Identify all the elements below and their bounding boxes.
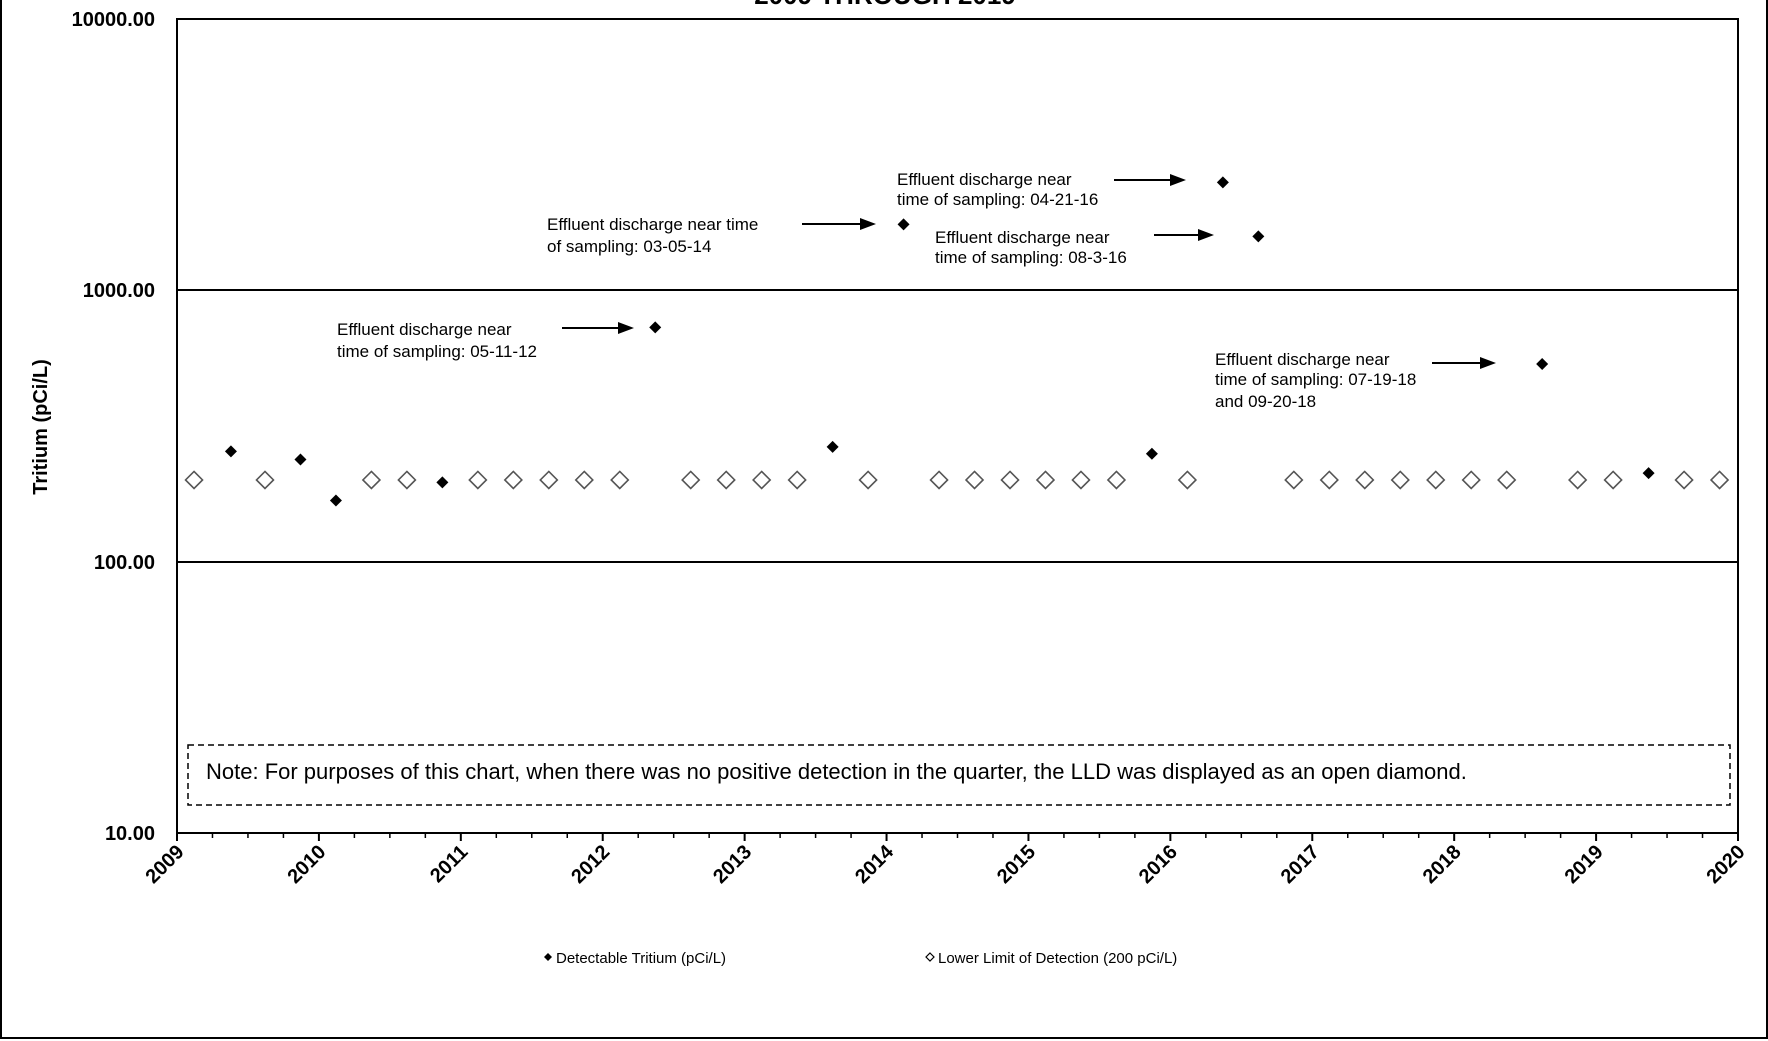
lld-point (1355, 470, 1375, 490)
x-tick-label: 2010 (283, 841, 330, 888)
legend-marker-detectable (544, 953, 552, 961)
x-tick-label: 2011 (426, 841, 472, 887)
series-detectable-tritium (224, 176, 1655, 507)
arrow-head (1198, 229, 1214, 241)
annotation-line: and 09-20-18 (1215, 392, 1316, 411)
detectable-tritium-point (1145, 447, 1158, 460)
annotation-line: time of sampling: 07-19-18 (1215, 370, 1416, 389)
detectable-tritium-point (649, 321, 662, 334)
lld-point (1106, 470, 1127, 490)
detectable-tritium-point (224, 445, 237, 458)
lld-point (184, 470, 204, 490)
annotation-2014: Effluent discharge near time of sampling… (547, 215, 876, 256)
y-tick-label: 100.00 (94, 552, 155, 574)
lld-point (1674, 470, 1694, 490)
lld-point (1284, 470, 1304, 490)
x-tick-label: 2014 (851, 840, 899, 888)
lld-point (468, 470, 488, 490)
lld-point (1035, 470, 1056, 490)
x-tick-label: 2012 (567, 841, 614, 888)
annotation-line: of sampling: 03-05-14 (547, 237, 711, 256)
y-tick-label: 1000.00 (83, 280, 155, 302)
detectable-tritium-point (294, 453, 307, 466)
chart-note: Note: For purposes of this chart, when t… (206, 759, 1467, 784)
arrow-head (1170, 174, 1186, 186)
annotation-line: Effluent discharge near (1215, 350, 1390, 369)
annotation-2016-08: Effluent discharge near time of sampling… (935, 228, 1214, 267)
y-ticks: 10000.00 1000.00 100.00 10.00 (72, 9, 155, 845)
detectable-tritium-point (1216, 176, 1229, 189)
annotation-2018: Effluent discharge near time of sampling… (1215, 350, 1496, 411)
lld-point (716, 470, 736, 490)
detectable-tritium-point (436, 476, 449, 489)
annotation-line: Effluent discharge near time (547, 215, 758, 234)
lld-point (1319, 470, 1339, 490)
lld-point (1071, 470, 1091, 490)
lld-point (539, 470, 559, 490)
legend-label-detectable: Detectable Tritium (pCi/L) (556, 950, 726, 967)
detectable-tritium-point (1642, 467, 1655, 480)
arrow-head (1480, 357, 1496, 369)
lld-point (752, 470, 772, 490)
lld-point (787, 470, 807, 490)
detectable-tritium-point (826, 440, 839, 453)
lld-point (1177, 470, 1198, 490)
lld-point (964, 470, 985, 490)
x-tick-label: 2013 (709, 841, 756, 888)
lld-point (1461, 470, 1481, 490)
lld-point (255, 470, 275, 490)
plot-area (176, 18, 1739, 834)
annotation-line: time of sampling: 08-3-16 (935, 248, 1127, 267)
x-tick-label: 2015 (993, 841, 1040, 888)
lld-point (1497, 470, 1517, 490)
annotation-line: time of sampling: 05-11-12 (337, 342, 537, 361)
legend: Detectable Tritium (pCi/L) Lower Limit o… (544, 950, 1177, 967)
lld-point (1709, 470, 1730, 490)
annotation-2016-04: Effluent discharge near time of sampling… (897, 170, 1186, 209)
legend-label-lld: Lower Limit of Detection (200 pCi/L) (938, 950, 1177, 967)
lld-point (681, 470, 701, 490)
lld-point (361, 470, 382, 490)
annotation-2012: Effluent discharge near time of sampling… (337, 320, 634, 361)
x-tick-label: 2019 (1561, 841, 1608, 888)
lld-point (929, 470, 949, 490)
x-tick-label: 2018 (1419, 841, 1466, 888)
detectable-tritium-point (897, 218, 910, 231)
annotation-line: Effluent discharge near (897, 170, 1072, 189)
lld-point (574, 470, 594, 490)
legend-marker-lld (925, 952, 935, 962)
detectable-tritium-point (329, 494, 342, 507)
lld-point (1603, 470, 1623, 490)
y-axis-label: Tritium (pCi/L) (30, 359, 52, 495)
annotation-line: Effluent discharge near (935, 228, 1110, 247)
x-tick-label: 2020 (1703, 841, 1750, 888)
x-tick-label: 2016 (1135, 841, 1182, 888)
chart-title: 2009 THROUGH 2019 (754, 0, 1016, 10)
lld-point (1000, 470, 1020, 490)
arrow-head (618, 322, 634, 334)
detectable-tritium-point (1536, 358, 1549, 371)
y-tick-label: 10.00 (105, 823, 155, 845)
y-tick-label: 10000.00 (72, 9, 155, 31)
x-tick-label: 2017 (1277, 841, 1324, 888)
x-tick-label: 2009 (142, 841, 189, 888)
lld-point (858, 470, 878, 490)
annotation-line: Effluent discharge near (337, 320, 512, 339)
series-lower-limit-of-detection (184, 470, 1730, 490)
arrow-head (860, 218, 876, 230)
lld-point (1426, 470, 1446, 490)
x-ticks: 2009 2010 2011 2012 2013 2014 2015 2016 2017 2018… (142, 833, 1750, 888)
lld-point (1390, 470, 1410, 490)
lld-point (1568, 470, 1588, 490)
annotation-line: time of sampling: 04-21-16 (897, 190, 1098, 209)
note-box (187, 744, 1731, 806)
lld-point (397, 470, 417, 490)
detectable-tritium-point (1252, 230, 1265, 243)
lld-point (503, 470, 523, 490)
lld-point (610, 470, 630, 490)
